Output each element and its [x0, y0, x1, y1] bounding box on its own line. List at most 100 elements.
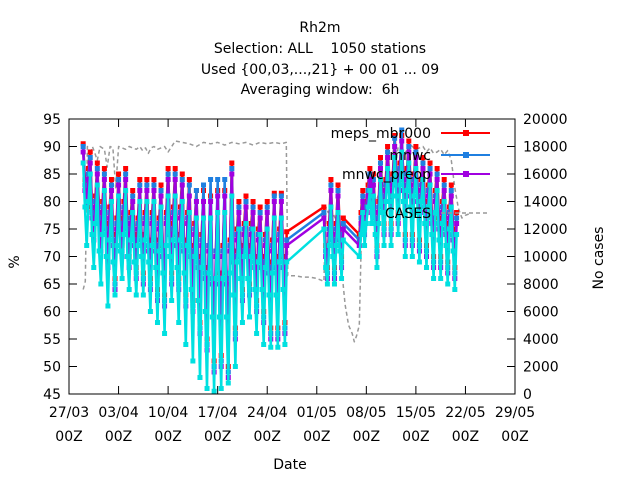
data-point — [108, 182, 114, 188]
y-tick-label: 55 — [43, 332, 61, 348]
y-tick-label: 95 — [43, 112, 61, 128]
data-point — [331, 281, 337, 287]
data-point — [84, 243, 90, 248]
data-point — [224, 314, 230, 320]
data-point — [367, 171, 373, 177]
x-tick-label-time: 00Z — [55, 429, 82, 445]
data-point — [94, 160, 100, 166]
y-tick-label: 85 — [43, 167, 61, 183]
y2-tick-label: 20000 — [523, 112, 568, 128]
data-point — [107, 237, 113, 243]
data-point — [144, 199, 150, 204]
legend-swatch-marker — [463, 152, 469, 158]
data-point — [432, 210, 438, 215]
data-point — [170, 237, 176, 243]
data-point — [208, 215, 214, 221]
data-point — [360, 210, 366, 215]
data-point — [94, 166, 100, 171]
data-point — [416, 259, 422, 265]
data-point — [201, 199, 207, 204]
data-point — [93, 221, 99, 226]
data-point — [377, 177, 383, 182]
data-point — [270, 270, 276, 276]
legend-swatch-marker — [463, 171, 469, 177]
data-point — [87, 171, 93, 177]
y2-tick-label: 10000 — [523, 250, 568, 266]
data-point — [80, 149, 86, 155]
data-point — [243, 204, 249, 210]
data-point — [241, 254, 247, 259]
data-point — [87, 155, 93, 160]
data-point — [360, 193, 366, 199]
data-point — [98, 281, 104, 287]
data-point — [390, 193, 396, 199]
x-tick-label-time: 00Z — [353, 429, 380, 445]
data-point — [87, 149, 93, 155]
data-point — [261, 342, 267, 347]
data-point — [216, 314, 222, 320]
data-point — [441, 188, 447, 193]
y2-axis-label: No cases — [591, 227, 607, 290]
data-point — [82, 204, 88, 210]
data-point — [411, 193, 417, 199]
axes: 45 50 55 60 65 70 75 80 85 90 95 0 2000 4000 6000 8000 1… — [7, 112, 607, 473]
data-point — [149, 243, 155, 248]
data-point — [340, 237, 346, 243]
data-point — [172, 193, 178, 199]
data-point — [448, 204, 454, 210]
data-point — [89, 232, 95, 237]
data-point — [211, 388, 217, 394]
data-point — [117, 248, 123, 254]
data-point — [167, 254, 173, 259]
data-point — [165, 177, 171, 182]
data-point — [186, 177, 192, 182]
y-tick-label: 50 — [43, 360, 61, 376]
data-point — [392, 133, 398, 138]
data-point — [434, 177, 440, 182]
data-point — [415, 210, 421, 215]
data-point — [147, 309, 153, 314]
data-point — [278, 190, 284, 196]
data-point — [454, 221, 460, 226]
data-point — [162, 331, 168, 336]
data-point — [174, 265, 180, 270]
data-point — [142, 237, 148, 243]
data-point — [250, 199, 256, 204]
data-point — [236, 226, 242, 232]
y2-tick-label: 8000 — [523, 277, 559, 293]
data-point — [402, 254, 408, 259]
data-point — [176, 320, 182, 325]
data-point — [209, 314, 215, 320]
x-axis-label: Date — [273, 457, 306, 473]
data-point — [144, 182, 150, 188]
data-point — [130, 188, 136, 193]
x-tick-label: 27/03 — [49, 405, 89, 421]
data-point — [420, 155, 426, 160]
data-point — [215, 210, 221, 215]
x-tick-label: 08/05 — [346, 405, 386, 421]
data-point — [248, 254, 254, 259]
data-point — [427, 166, 433, 171]
data-point — [197, 375, 203, 380]
series-line — [81, 150, 458, 393]
legend-swatch-marker — [463, 130, 469, 136]
data-point — [271, 193, 277, 199]
x-tick-label-time: 00Z — [105, 429, 132, 445]
data-point — [192, 254, 198, 259]
data-point — [392, 144, 398, 149]
data-point — [250, 210, 256, 215]
data-point — [409, 254, 415, 259]
data-point — [427, 160, 433, 166]
data-point — [101, 171, 107, 177]
data-point — [406, 160, 412, 166]
data-point — [393, 193, 399, 199]
data-point — [284, 259, 290, 265]
data-point — [181, 270, 187, 276]
data-point — [193, 215, 199, 221]
data-point — [385, 144, 391, 149]
series-unnamed-cyan — [80, 149, 460, 394]
data-point — [340, 221, 346, 226]
x-tick-label-time: 00Z — [452, 429, 479, 445]
data-point — [250, 204, 256, 210]
y2-tick-label: 0 — [523, 387, 532, 403]
